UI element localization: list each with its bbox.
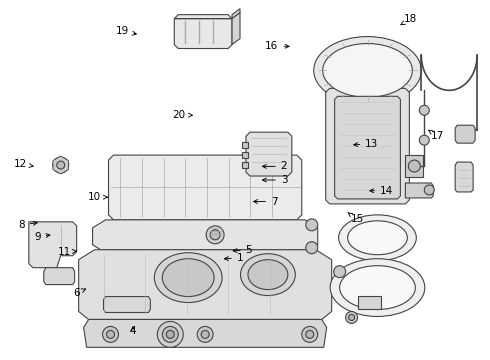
Text: 14: 14: [370, 186, 393, 196]
Circle shape: [210, 230, 220, 240]
Polygon shape: [246, 132, 292, 176]
Text: 4: 4: [129, 325, 136, 336]
Text: 1: 1: [224, 253, 244, 263]
Circle shape: [57, 161, 65, 169]
Text: 12: 12: [14, 159, 33, 169]
Text: 8: 8: [18, 220, 37, 230]
Ellipse shape: [248, 260, 288, 289]
Bar: [242, 162, 248, 168]
Text: 13: 13: [354, 139, 379, 149]
Circle shape: [162, 327, 178, 342]
Circle shape: [306, 242, 318, 254]
Text: 2: 2: [263, 161, 287, 171]
Ellipse shape: [340, 266, 416, 310]
Text: 10: 10: [88, 192, 107, 202]
Circle shape: [348, 315, 355, 320]
Polygon shape: [84, 319, 327, 347]
Polygon shape: [232, 13, 240, 45]
Ellipse shape: [339, 215, 416, 261]
Circle shape: [166, 330, 174, 338]
Polygon shape: [174, 9, 240, 19]
Ellipse shape: [162, 259, 214, 297]
Circle shape: [197, 327, 213, 342]
Ellipse shape: [330, 259, 425, 316]
Circle shape: [157, 321, 183, 347]
Polygon shape: [326, 88, 409, 204]
Circle shape: [345, 311, 358, 323]
Bar: [358, 296, 382, 310]
Circle shape: [106, 330, 115, 338]
Polygon shape: [174, 15, 232, 49]
Ellipse shape: [241, 254, 295, 296]
Ellipse shape: [314, 37, 421, 104]
Text: 3: 3: [263, 175, 287, 185]
Polygon shape: [53, 156, 69, 174]
Polygon shape: [455, 162, 473, 192]
Text: 20: 20: [172, 110, 193, 120]
Ellipse shape: [347, 221, 407, 255]
Polygon shape: [93, 220, 318, 250]
Text: 16: 16: [265, 41, 289, 50]
Circle shape: [419, 135, 429, 145]
Circle shape: [424, 185, 434, 195]
Polygon shape: [405, 183, 433, 198]
Text: 7: 7: [254, 197, 278, 207]
Circle shape: [306, 330, 314, 338]
Text: 5: 5: [233, 245, 252, 255]
Circle shape: [306, 219, 318, 231]
Circle shape: [419, 105, 429, 115]
Polygon shape: [103, 297, 150, 312]
Bar: [405, 155, 423, 177]
Text: 11: 11: [58, 247, 76, 257]
Circle shape: [201, 330, 209, 338]
Circle shape: [408, 160, 420, 172]
Bar: [242, 142, 248, 148]
Circle shape: [53, 157, 69, 173]
Text: 9: 9: [34, 232, 50, 242]
Polygon shape: [108, 155, 302, 220]
Bar: [242, 152, 248, 158]
Polygon shape: [455, 125, 475, 143]
Text: 15: 15: [348, 212, 364, 224]
Ellipse shape: [154, 253, 222, 302]
Polygon shape: [29, 222, 76, 268]
Text: 18: 18: [400, 14, 416, 25]
Text: 6: 6: [74, 288, 86, 298]
Circle shape: [206, 226, 224, 244]
Polygon shape: [335, 96, 400, 199]
Circle shape: [334, 266, 345, 278]
Circle shape: [102, 327, 119, 342]
Ellipse shape: [323, 44, 413, 97]
Circle shape: [302, 327, 318, 342]
Text: 17: 17: [428, 130, 444, 141]
Polygon shape: [78, 250, 332, 319]
Text: 19: 19: [115, 26, 136, 36]
Polygon shape: [44, 268, 74, 285]
